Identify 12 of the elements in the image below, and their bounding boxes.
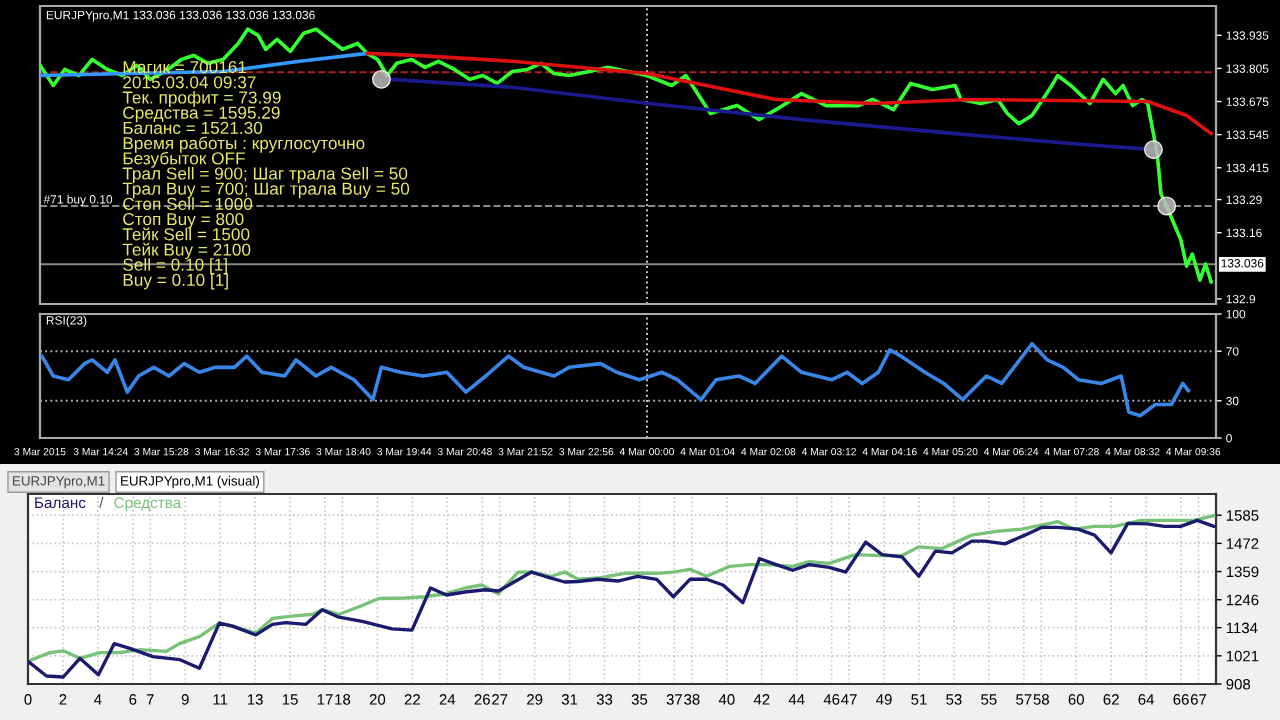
annotation: 2015.03.04 09:37 — [123, 76, 256, 89]
annotation: Тейк Sell = 1500 — [122, 227, 250, 241]
annotation: Тек. профит = 73.99 — [122, 90, 281, 107]
annotation: Безубыток OFF — [123, 151, 245, 168]
annotation: Время работы : круглосуточно — [123, 136, 365, 153]
annotation: Стоп Buy = 800 — [123, 212, 244, 229]
annotation: Трал Buy = 700; Шаг трала Buy = 50 — [122, 182, 410, 199]
annotation: Тейк Buy = 2100 — [122, 242, 251, 260]
annotation: Трал Sell = 900; Шаг трала Sell = 50 — [122, 166, 408, 183]
annotation: Средства = 1595.29 — [123, 106, 280, 123]
annotation: Баланс = 1521.30 — [123, 121, 263, 134]
annotation: Buy = 0.10 [1] — [123, 273, 228, 290]
